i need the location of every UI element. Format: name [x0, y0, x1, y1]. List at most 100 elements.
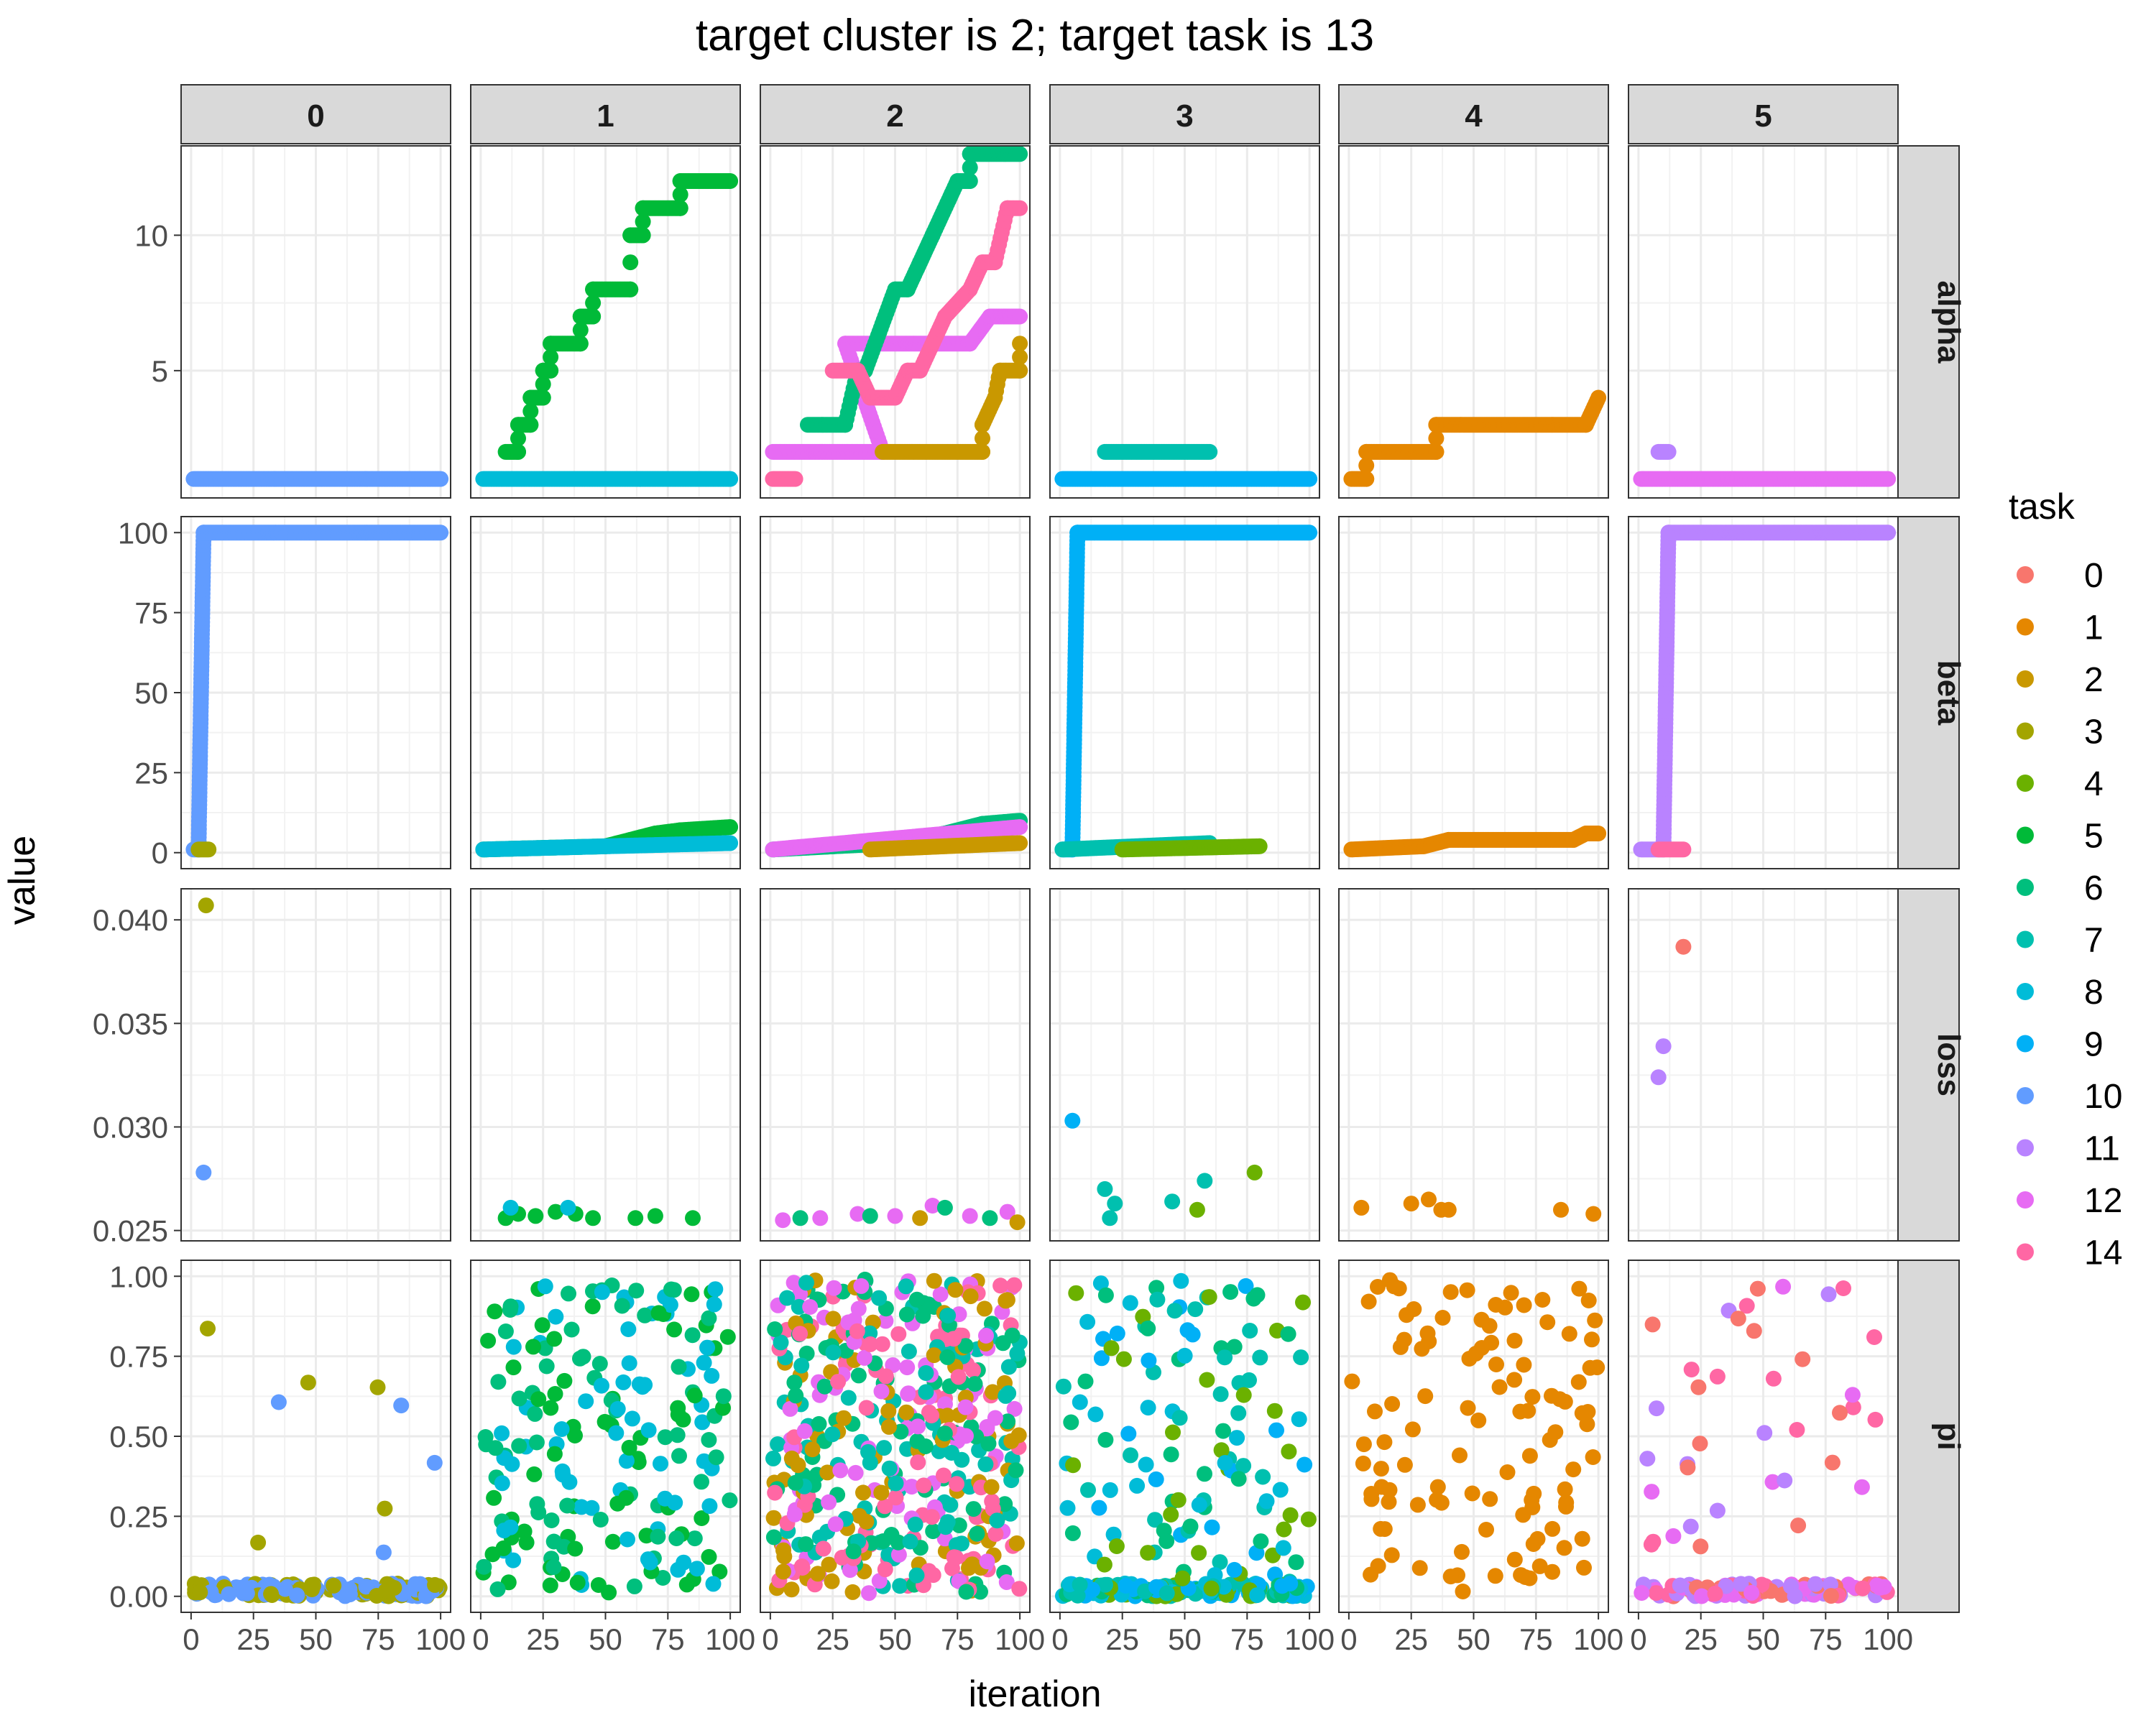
data-point	[942, 1497, 958, 1513]
data-point	[1231, 1471, 1247, 1487]
data-point	[987, 1410, 1003, 1426]
data-point	[767, 1321, 783, 1337]
data-point	[1215, 1423, 1231, 1439]
data-point	[1213, 1386, 1229, 1402]
data-point	[530, 1505, 546, 1520]
data-point	[300, 1374, 316, 1390]
data-point	[977, 1456, 993, 1472]
data-point	[1056, 1379, 1072, 1395]
data-point	[926, 1347, 942, 1363]
data-point	[910, 1454, 926, 1470]
column-strip-label: 4	[1465, 98, 1483, 134]
data-point	[699, 1340, 715, 1356]
data-point	[1120, 1426, 1136, 1441]
data-point	[670, 1427, 686, 1443]
data-point	[706, 1576, 722, 1591]
data-point	[1140, 1321, 1156, 1336]
data-point	[908, 1517, 923, 1533]
data-point	[667, 1494, 683, 1510]
data-point	[1129, 1478, 1145, 1494]
data-point	[1252, 838, 1268, 854]
data-point	[1404, 1196, 1419, 1211]
data-point	[625, 1410, 640, 1426]
data-point	[967, 1376, 983, 1392]
data-point	[1675, 841, 1691, 857]
data-point	[722, 819, 738, 835]
data-point	[874, 1384, 890, 1400]
data-point	[427, 1455, 443, 1471]
data-point	[1590, 826, 1606, 841]
data-point	[393, 1397, 409, 1413]
data-point	[622, 1440, 637, 1456]
facet-panel	[1339, 889, 1608, 1241]
data-point	[506, 1339, 522, 1355]
data-point	[918, 1365, 934, 1381]
data-point	[689, 1561, 705, 1576]
data-point	[502, 1302, 518, 1318]
data-point	[528, 1208, 543, 1224]
data-point	[916, 1477, 931, 1493]
data-point	[679, 1576, 695, 1592]
data-point	[793, 1210, 808, 1226]
data-point	[1293, 1349, 1309, 1365]
data-point	[1302, 525, 1317, 540]
data-point	[722, 173, 738, 189]
data-point	[1177, 1348, 1193, 1364]
data-point	[853, 1278, 869, 1294]
data-point	[578, 1393, 594, 1409]
data-point	[963, 1288, 979, 1304]
data-point	[342, 1586, 358, 1602]
data-point	[939, 1349, 955, 1365]
data-point	[977, 1300, 992, 1316]
data-point	[490, 1581, 506, 1597]
data-point	[1283, 1507, 1299, 1523]
data-point	[716, 1388, 732, 1404]
data-point	[1107, 1196, 1123, 1211]
data-point	[958, 1400, 974, 1415]
data-point	[848, 1465, 864, 1481]
data-point	[915, 1308, 931, 1324]
data-point	[1197, 1173, 1212, 1188]
data-point	[888, 1489, 904, 1505]
data-point	[1202, 444, 1217, 460]
y-tick-label: 25	[134, 756, 168, 790]
data-point	[903, 1534, 918, 1550]
data-point	[1291, 1411, 1307, 1427]
data-point	[701, 1311, 717, 1326]
data-point	[964, 1556, 980, 1572]
data-point	[1012, 146, 1028, 162]
data-point	[608, 1426, 624, 1441]
data-point	[1138, 1456, 1154, 1472]
data-point	[1065, 1457, 1081, 1473]
data-point	[1009, 1535, 1025, 1551]
data-point	[978, 1328, 994, 1344]
data-point	[535, 1317, 550, 1333]
data-point	[909, 1568, 925, 1584]
data-point	[1006, 1277, 1022, 1293]
data-point	[766, 1510, 782, 1526]
data-point	[825, 1344, 841, 1360]
data-point	[538, 1278, 553, 1294]
data-point	[585, 1298, 601, 1314]
data-point	[1247, 1165, 1263, 1181]
data-point	[494, 1475, 510, 1491]
data-point	[620, 1321, 636, 1337]
data-point	[770, 1436, 786, 1452]
data-point	[784, 1451, 800, 1466]
facet-panel	[1628, 146, 1898, 498]
data-point	[289, 1587, 305, 1603]
data-point	[794, 1558, 810, 1574]
data-point	[1171, 1492, 1187, 1508]
data-point	[494, 1426, 510, 1441]
data-point	[775, 1543, 791, 1558]
data-point	[522, 417, 538, 433]
data-point	[862, 1336, 878, 1352]
data-point	[635, 214, 651, 230]
y-tick-label: 0.030	[93, 1110, 168, 1144]
data-point	[619, 1532, 635, 1548]
data-point	[720, 1329, 736, 1345]
data-point	[1140, 1545, 1156, 1561]
column-strip-label: 5	[1754, 98, 1772, 134]
facet-panel	[1628, 889, 1898, 1241]
data-point	[535, 390, 551, 406]
